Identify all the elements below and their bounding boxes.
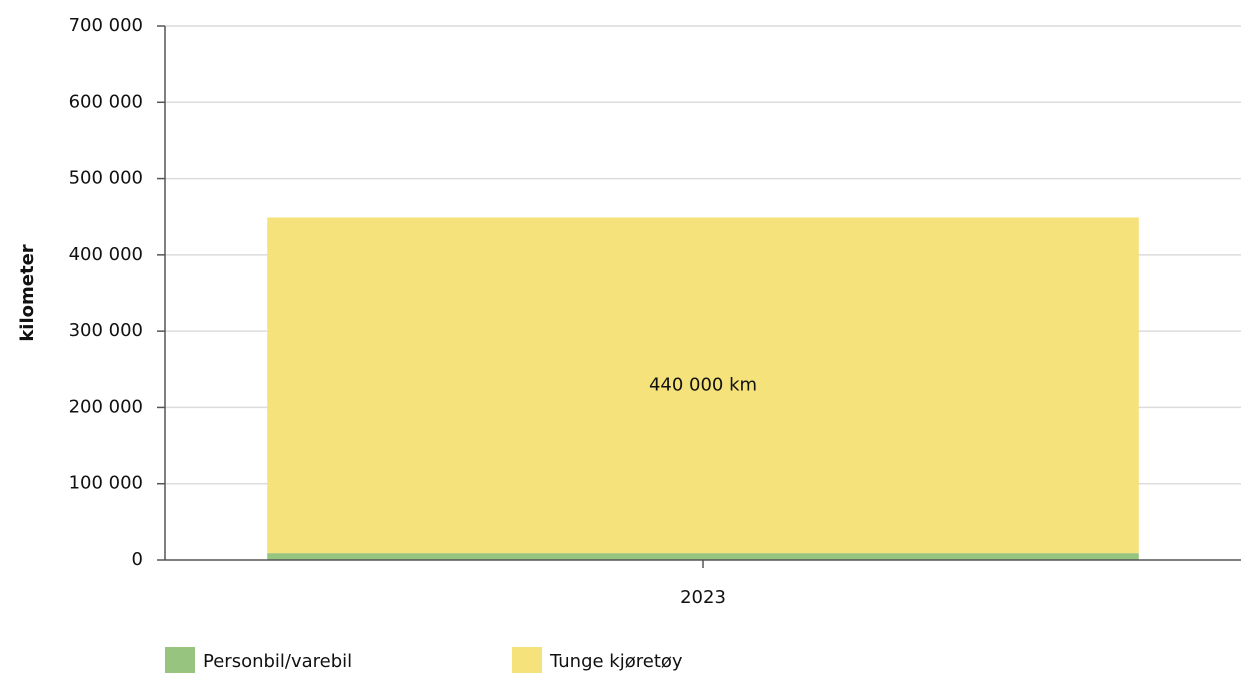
legend-swatch [165, 647, 195, 673]
y-tick-label: 0 [132, 549, 143, 570]
y-tick-label: 400 000 [69, 244, 143, 265]
x-tick-label: 2023 [680, 587, 726, 608]
y-axis-title: kilometer [17, 244, 38, 341]
legend-label: Personbil/varebil [203, 651, 352, 672]
data-label: 440 000 km [649, 374, 757, 395]
y-tick-label: 200 000 [69, 396, 143, 417]
bar-segment [267, 217, 1139, 554]
y-tick-label: 100 000 [69, 473, 143, 494]
legend-label: Tunge kjøretøy [549, 651, 683, 672]
y-tick-label: 300 000 [69, 320, 143, 341]
bar-segment [267, 553, 1139, 560]
y-tick-label: 600 000 [69, 91, 143, 112]
y-tick-label: 700 000 [69, 15, 143, 36]
legend-swatch [512, 647, 542, 673]
y-tick-label: 500 000 [69, 168, 143, 189]
